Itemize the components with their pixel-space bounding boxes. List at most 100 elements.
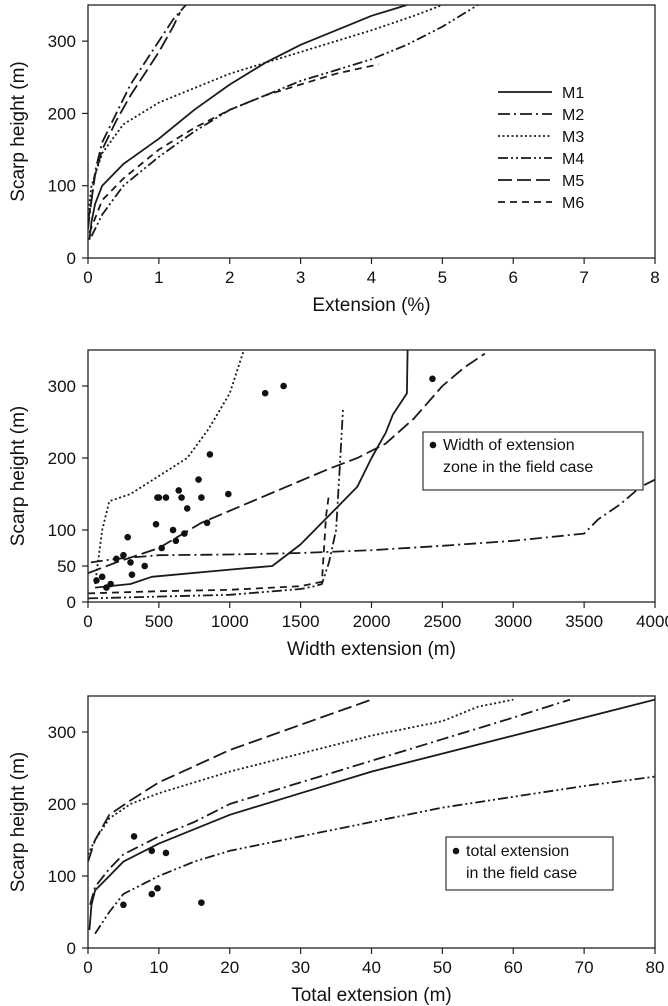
x-tick-label: 1 [154,268,163,287]
legend-label: total extension [466,843,569,860]
data-point-width-of-extension-zone-in-the-field-case [169,526,177,534]
data-point-width-of-extension-zone-in-the-field-case [93,577,100,584]
x-tick-label: 40 [362,958,381,977]
x-tick-label: 3000 [494,612,532,631]
data-point-width-of-extension-zone-in-the-field-case [198,494,205,501]
x-axis-label: Extension (%) [312,295,430,316]
x-tick-label: 2 [225,268,234,287]
x-tick-label: 6 [509,268,518,287]
chart-1: 0 1 2 3 4 5 6 7 8 0 100 200 300 Extension (%) Scarp he… [8,4,660,316]
legend-label-m4: M4 [562,151,584,168]
series-line-m1 [95,350,409,589]
data-point-total-extension-in-the-field-case [154,884,161,892]
legend-label: Width of extension [443,437,575,454]
series-line-m4 [88,407,344,600]
legend: Width of extension zone in the field case [422,431,644,491]
x-tick-label: 30 [291,958,310,977]
x-tick-label: 2500 [423,612,461,631]
data-point-width-of-extension-zone-in-the-field-case [120,551,127,559]
data-point-width-of-extension-zone-in-the-field-case [225,490,232,498]
data-point-width-of-extension-zone-in-the-field-case [429,375,436,383]
x-tick-label: 0 [83,268,92,287]
data-point-width-of-extension-zone-in-the-field-case [127,559,134,566]
series-group [88,350,655,600]
x-tick-label: 0 [83,612,92,631]
legend-box [445,836,614,891]
series-line-m2 [89,698,571,906]
x-tick-label: 60 [504,958,523,977]
y-tick-label: 0 [67,249,76,268]
series-line-m2 [90,478,655,564]
data-point-width-of-extension-zone-in-the-field-case [172,537,180,545]
data-point-width-of-extension-zone-in-the-field-case [98,573,106,581]
x-tick-label: 5 [438,268,447,287]
data-point-total-extension-in-the-field-case [148,890,156,898]
series-line-m5 [88,698,372,862]
series-line-m3 [88,5,443,215]
data-point-width-of-extension-zone-in-the-field-case [181,530,188,537]
y-tick-label: 300 [48,32,76,51]
y-tick-label: 100 [48,521,76,540]
legend-box [422,431,644,491]
y-tick-label: 300 [48,377,76,396]
series-line-m4 [94,775,655,935]
legend: M1 M2 M3 M4 M5 M6 [498,85,584,212]
x-tick-label: 3 [296,268,305,287]
x-tick-label: 20 [220,958,239,977]
x-tick-label: 80 [646,958,665,977]
data-point-width-of-extension-zone-in-the-field-case [124,533,131,541]
data-point-total-extension-in-the-field-case [162,849,170,857]
x-axis-label: Total extension (m) [291,985,452,1006]
chart-3: 0 10 20 30 40 50 60 70 80 0 100 200 300 Total extensi… [8,695,665,1006]
series-line-m5 [88,352,486,575]
x-tick-label: 70 [575,958,594,977]
data-point-width-of-extension-zone-in-the-field-case [261,389,269,397]
data-point-width-of-extension-zone-in-the-field-case [152,520,160,528]
y-tick-label: 0 [67,593,76,612]
y-tick-label: 100 [48,867,76,886]
y-tick-label: 100 [48,177,76,196]
legend-label: in the field case [466,865,577,882]
series-line-m4 [90,5,479,237]
series-line-m6 [88,63,379,234]
data-point-total-extension-in-the-field-case [148,847,156,855]
x-tick-label: 1500 [282,612,320,631]
data-point-width-of-extension-zone-in-the-field-case [175,487,183,494]
data-point-width-of-extension-zone-in-the-field-case [141,562,148,570]
data-point-width-of-extension-zone-in-the-field-case [128,571,136,578]
x-tick-label: 10 [149,958,168,977]
legend-label-m1: M1 [562,85,584,102]
x-tick-label: 0 [83,958,92,977]
y-tick-label: 300 [48,723,76,742]
legend-label-m5: M5 [562,173,584,190]
y-tick-label: 200 [48,449,76,468]
y-tick-label: 50 [57,557,76,576]
data-point-width-of-extension-zone-in-the-field-case [162,494,170,501]
legend-marker [452,847,460,855]
x-tick-label: 500 [145,612,173,631]
data-point-width-of-extension-zone-in-the-field-case [113,555,120,563]
series-group [88,698,655,935]
x-tick-label: 4 [367,268,376,287]
y-tick-label: 200 [48,795,76,814]
series-group [88,5,479,241]
data-point-width-of-extension-zone-in-the-field-case [158,544,166,552]
series-line-m3 [94,350,245,585]
y-tick-label: 0 [67,939,76,958]
y-axis-label: Scarp height (m) [8,406,29,546]
data-point-width-of-extension-zone-in-the-field-case [203,519,211,527]
data-point-total-extension-in-the-field-case [130,833,138,840]
y-axis-label: Scarp height (m) [8,61,29,201]
legend-label: zone in the field case [443,459,593,476]
legend-label-m2: M2 [562,107,584,124]
x-tick-label: 3500 [565,612,603,631]
data-point-width-of-extension-zone-in-the-field-case [183,505,191,512]
series-line-m3 [88,698,514,855]
x-tick-label: 8 [650,268,659,287]
series-line-m5 [88,11,181,223]
data-point-width-of-extension-zone-in-the-field-case [280,382,287,390]
data-point-total-extension-in-the-field-case [198,899,205,906]
